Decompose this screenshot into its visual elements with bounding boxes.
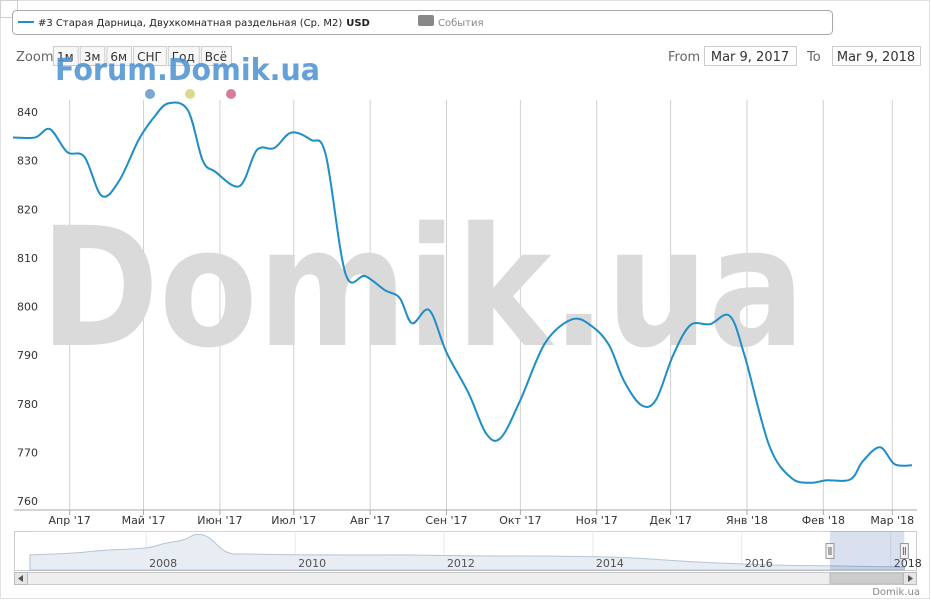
x-tick-label: Окт '17 (499, 514, 541, 527)
navigator-label: 2012 (447, 557, 475, 570)
range-button[interactable]: СНГ (133, 46, 167, 66)
x-tick-label: Апр '17 (49, 514, 91, 527)
y-tick-label: 790 (17, 349, 38, 362)
arrow-right (908, 575, 913, 582)
y-tick-label: 770 (17, 446, 38, 459)
button-box (79, 46, 106, 66)
dot (226, 89, 236, 99)
navigator-handle[interactable] (899, 543, 909, 559)
x-tick-label: Фев '18 (802, 514, 845, 527)
x-tick-label: Июн '17 (197, 514, 242, 527)
x-tick-label: Сен '17 (425, 514, 467, 527)
plot-area (14, 100, 917, 510)
navigator-label: 2008 (149, 557, 177, 570)
y-tick-label: 840 (17, 106, 38, 119)
button-label: Год (172, 50, 195, 64)
y-tick-label: 820 (17, 203, 38, 216)
arrow-left (18, 575, 23, 582)
credit[interactable]: Domik.ua (872, 587, 920, 598)
range-button[interactable]: 6м (106, 46, 133, 66)
legend-name: #3 Старая Дарница, Двухкомнатная раздель… (38, 18, 342, 29)
legend-unit: USD (346, 18, 370, 29)
watermark: Domik.ua (40, 192, 805, 384)
x-tick-label: Дек '17 (649, 514, 692, 527)
y-tick-label: 780 (17, 398, 38, 411)
y-tick-label: 800 (17, 301, 38, 314)
to-date: Mar 9, 2018 (837, 50, 915, 65)
navigator-selection (829, 531, 905, 570)
to-input[interactable] (832, 46, 921, 66)
button-label: Всё (205, 50, 227, 64)
from-input[interactable] (704, 46, 797, 66)
button-box (106, 46, 133, 66)
series-line (12, 101, 913, 484)
button-box (200, 46, 232, 66)
button-box (53, 46, 79, 66)
x-tick-label: Янв '18 (726, 514, 768, 527)
forum-watermark: Forum.Domik.ua (55, 53, 320, 88)
x-tick-label: Май '17 (122, 514, 166, 527)
zoom-label: Zoom (16, 50, 53, 65)
navigator-area (29, 533, 905, 571)
button-box (167, 46, 200, 66)
events-legend[interactable]: События (438, 18, 484, 29)
button-label: 1м (57, 50, 74, 64)
x-tick-label: Июл '17 (271, 514, 316, 527)
button-label: СНГ (137, 50, 162, 64)
x-tick-label: Мар '18 (870, 514, 914, 527)
navigator-mask (30, 531, 830, 570)
scrollbar-track[interactable] (14, 572, 917, 585)
range-button[interactable]: 1м (53, 46, 79, 66)
x-tick-label: Авг '17 (350, 514, 390, 527)
from-label: From (668, 50, 700, 65)
button-label: 3м (84, 50, 101, 64)
navigator-handle[interactable] (825, 543, 835, 559)
events-swatch (418, 15, 434, 26)
dot (145, 89, 155, 99)
to-label: To (806, 50, 821, 65)
y-tick-label: 760 (17, 495, 38, 508)
button-box (133, 46, 167, 66)
x-tick-label: Ноя '17 (576, 514, 618, 527)
range-button[interactable]: Год (167, 46, 200, 66)
from-date: Mar 9, 2017 (711, 50, 789, 65)
button-label: 6м (110, 50, 127, 64)
legend-item[interactable]: #3 Старая Дарница, Двухкомнатная раздель… (38, 18, 370, 29)
navigator-label: 2014 (596, 557, 624, 570)
navigator-label: 2010 (298, 557, 326, 570)
navigator-label: 2018 (894, 557, 922, 570)
navigator-label: 2016 (745, 557, 773, 570)
range-button[interactable]: Всё (200, 46, 232, 66)
dot (185, 89, 195, 99)
scrollbar-thumb[interactable] (829, 572, 904, 585)
range-button[interactable]: 3м (79, 46, 106, 66)
y-tick-label: 830 (17, 155, 38, 168)
y-tick-label: 810 (17, 252, 38, 265)
